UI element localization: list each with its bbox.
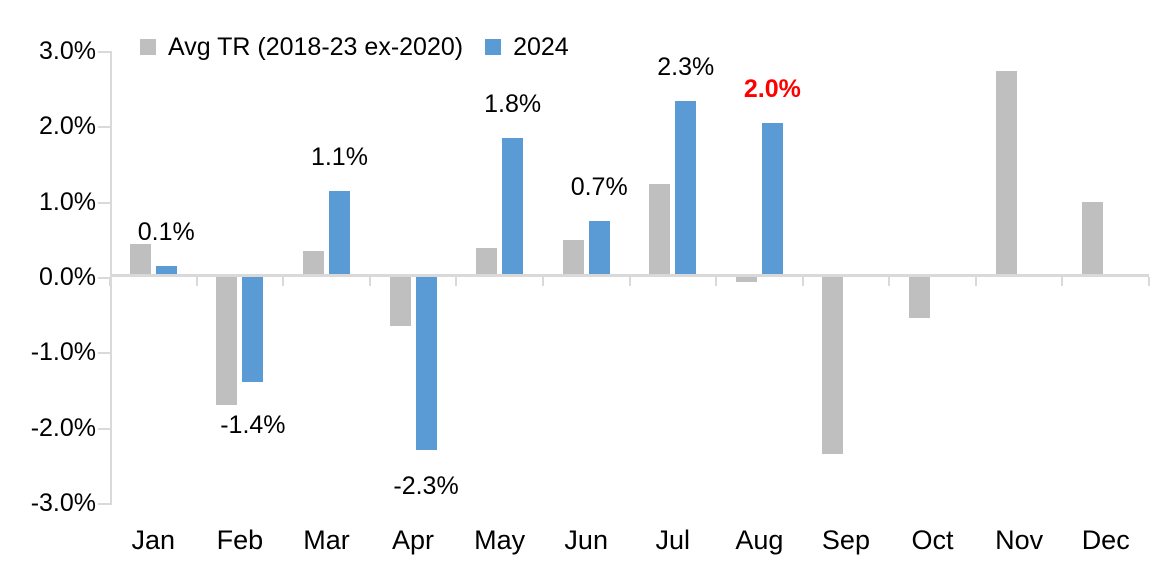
bar-avg-jun (562, 240, 584, 274)
bar-avg-nov (995, 70, 1017, 274)
legend-label-2024: 2024 (513, 33, 569, 61)
bar-avg-jul (649, 183, 671, 274)
legend-swatch-avg-tr-icon (140, 39, 156, 55)
legend-label-avg-tr: Avg TR (2018-23 ex-2020) (168, 33, 464, 61)
bar-2024-jun (588, 221, 610, 274)
legend-item-avg-tr: Avg TR (2018-23 ex-2020) (140, 33, 463, 61)
y-axis-tick (98, 277, 110, 279)
category-axis-tick (974, 277, 977, 286)
bar-avg-mar (302, 251, 324, 274)
data-label-feb: -1.4% (220, 411, 286, 440)
y-axis-line (110, 51, 112, 505)
x-axis-label-jul: Jul (655, 525, 691, 555)
category-axis-tick (1061, 277, 1064, 286)
bar-avg-oct (909, 277, 931, 319)
category-axis-tick (541, 277, 544, 286)
data-label-apr: -2.3% (393, 472, 459, 501)
x-axis-label-oct: Oct (911, 525, 954, 555)
y-axis-tick (98, 51, 110, 53)
category-axis-tick (715, 277, 718, 286)
bar-2024-apr (415, 277, 437, 451)
y-axis-tick (98, 352, 110, 355)
x-axis-label-apr: Apr (392, 525, 435, 555)
legend-item-2024: 2024 (485, 33, 569, 61)
y-axis-tick-label: 0.0% (39, 263, 96, 291)
category-axis-tick (455, 277, 458, 286)
legend-swatch-2024-icon (485, 39, 502, 55)
y-axis-tick (98, 503, 110, 505)
category-axis-tick (282, 277, 285, 286)
category-axis-tick (368, 277, 371, 286)
bar-avg-feb (216, 277, 238, 406)
bar-avg-sep (822, 277, 844, 455)
x-axis-label-nov: Nov (995, 525, 1044, 555)
category-axis-tick (888, 277, 891, 286)
bar-avg-dec (1082, 202, 1104, 274)
y-axis-tick (98, 201, 110, 204)
bar-2024-aug (761, 123, 783, 274)
x-axis-label-sep: Sep (821, 525, 870, 555)
data-label-jul: 2.3% (657, 52, 715, 81)
bar-avg-may (476, 247, 498, 274)
y-axis-tick (98, 427, 110, 430)
chart-legend: Avg TR (2018-23 ex-2020) 2024 (140, 33, 569, 61)
category-axis-tick (1148, 277, 1150, 286)
y-axis-tick-label: -3.0% (30, 489, 96, 517)
bar-2024-jan (155, 266, 177, 274)
x-axis-label-feb: Feb (216, 525, 264, 555)
zero-axis-line (110, 274, 1149, 277)
category-axis-tick (801, 277, 804, 286)
x-axis-label-jan: Jan (131, 525, 176, 555)
bar-avg-jan (129, 243, 151, 274)
data-label-mar: 1.1% (310, 143, 368, 172)
x-axis-label-dec: Dec (1081, 525, 1130, 555)
x-axis-label-jun: Jun (564, 525, 608, 555)
bar-2024-mar (328, 191, 350, 274)
data-label-jun: 0.7% (570, 173, 628, 202)
category-axis-tick (109, 277, 111, 286)
y-axis-tick-label: 2.0% (39, 112, 96, 141)
bar-2024-jul (675, 100, 697, 274)
bar-2024-may (502, 138, 524, 274)
x-axis-label-mar: Mar (303, 525, 350, 555)
y-axis-tick-label: 3.0% (39, 37, 96, 65)
y-axis-tick-label: 1.0% (39, 187, 96, 216)
category-axis-tick (195, 277, 198, 286)
bar-2024-feb (242, 277, 264, 383)
y-axis-tick-label: -2.0% (30, 413, 96, 442)
category-axis-tick (628, 277, 631, 286)
data-label-jan: 0.1% (137, 218, 195, 247)
y-axis-tick-label: -1.0% (30, 338, 96, 367)
data-label-may: 1.8% (484, 90, 542, 119)
data-label-aug: 2.0% (743, 75, 801, 104)
x-axis-label-aug: Aug (735, 525, 784, 555)
bar-avg-aug (735, 277, 757, 283)
bar-avg-apr (389, 277, 411, 326)
y-axis-tick (98, 126, 110, 129)
x-axis-label-may: May (474, 525, 526, 555)
